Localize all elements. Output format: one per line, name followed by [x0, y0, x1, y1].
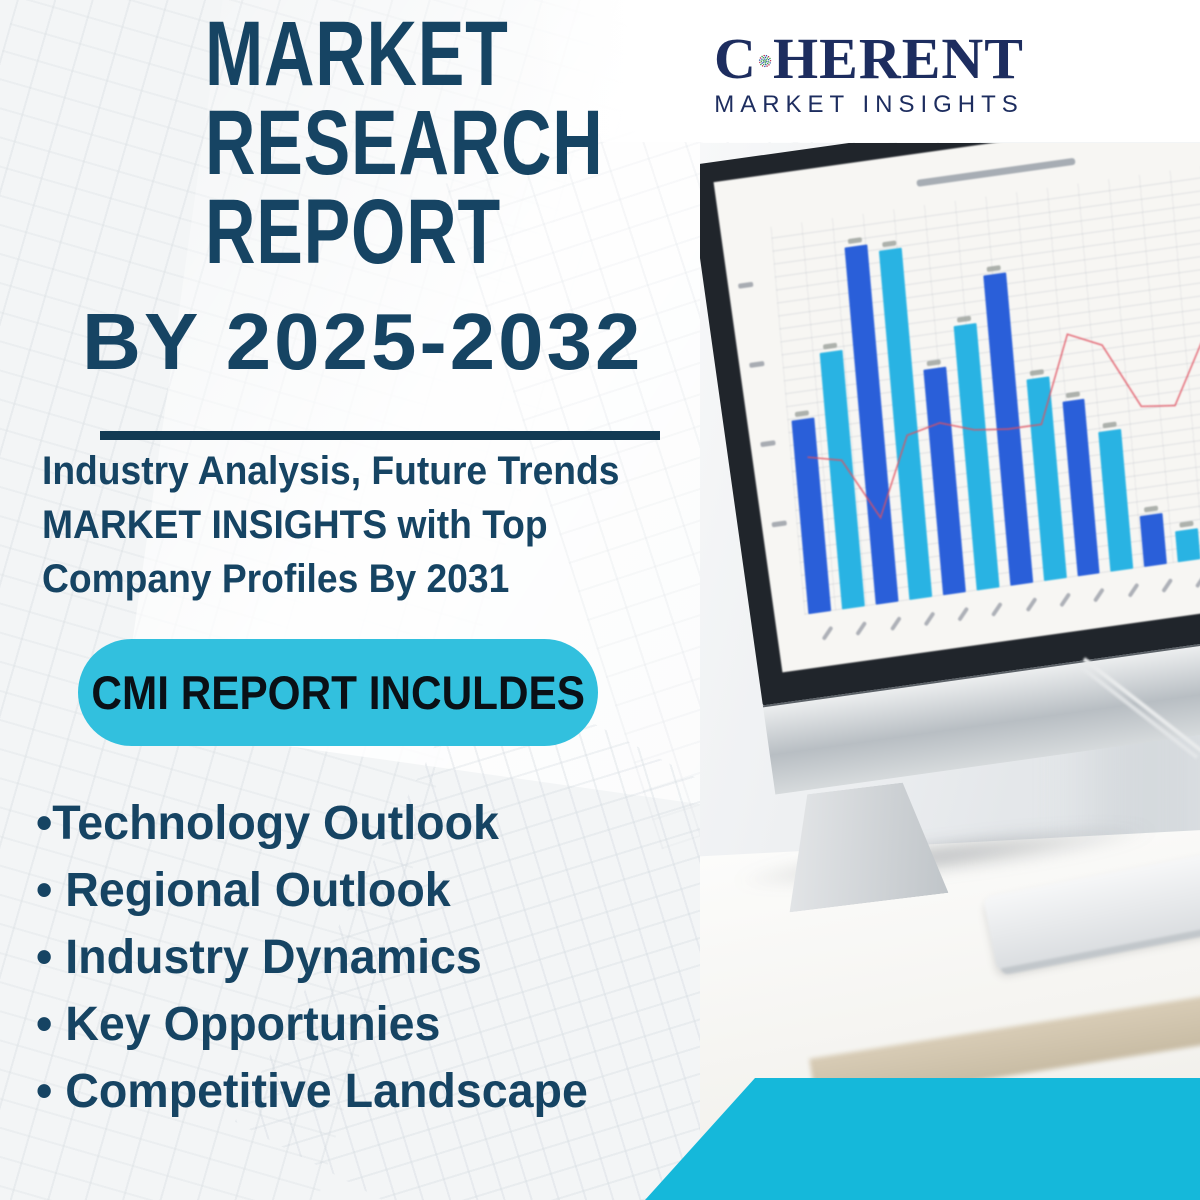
- title-line-3: REPORT: [205, 181, 501, 283]
- monitor-photo: [700, 143, 1200, 1200]
- list-item: • Regional Outlook: [36, 864, 451, 917]
- monitor-screen: [713, 143, 1200, 673]
- subtitle-line-3: Company Profiles By 2031: [42, 557, 510, 601]
- trend-polyline: [800, 306, 1200, 527]
- chart-trend-line: [771, 156, 1200, 614]
- subtitle-line-1: Industry Analysis, Future Trends: [42, 449, 620, 493]
- report-includes-list: •Technology Outlook • Regional Outlook •…: [36, 790, 588, 1125]
- monitor: [700, 143, 1200, 795]
- badge-label: CMI REPORT INCULDES: [91, 666, 585, 719]
- report-title: MARKET RESEARCH REPORT: [205, 3, 604, 283]
- title-line-2: RESEARCH: [205, 92, 604, 194]
- list-item: •Technology Outlook: [36, 797, 499, 850]
- monitor-bezel: [700, 143, 1200, 706]
- coherent-logo[interactable]: C HERENT MARKET INSIGHTS: [714, 30, 1024, 119]
- subtitle-line-2: MARKET INSIGHTS with Top: [42, 503, 548, 547]
- logo-wordmark: C HERENT: [714, 30, 1024, 88]
- corner-accent-triangle: [645, 1078, 1200, 1200]
- logo-prefix: C: [714, 26, 757, 91]
- list-item: • Competitive Landscape: [36, 1065, 588, 1118]
- logo-suffix: HERENT: [773, 26, 1024, 91]
- title-year-range: BY 2025-2032: [82, 297, 644, 386]
- report-subtitle: Industry Analysis, Future Trends MARKET …: [42, 444, 619, 606]
- chart-title-smudge: [916, 157, 1076, 187]
- logo-subtitle: MARKET INSIGHTS: [714, 91, 1024, 118]
- title-line-1: MARKET: [205, 3, 509, 105]
- coherent-globe-icon: [758, 54, 772, 68]
- list-item: • Key Opportunies: [36, 998, 441, 1051]
- monitor-stand: [776, 779, 949, 913]
- cmi-report-includes-badge[interactable]: CMI REPORT INCULDES: [78, 639, 598, 746]
- screen-plot: [770, 156, 1200, 615]
- divider-line: [100, 431, 660, 440]
- list-item: • Industry Dynamics: [36, 931, 482, 984]
